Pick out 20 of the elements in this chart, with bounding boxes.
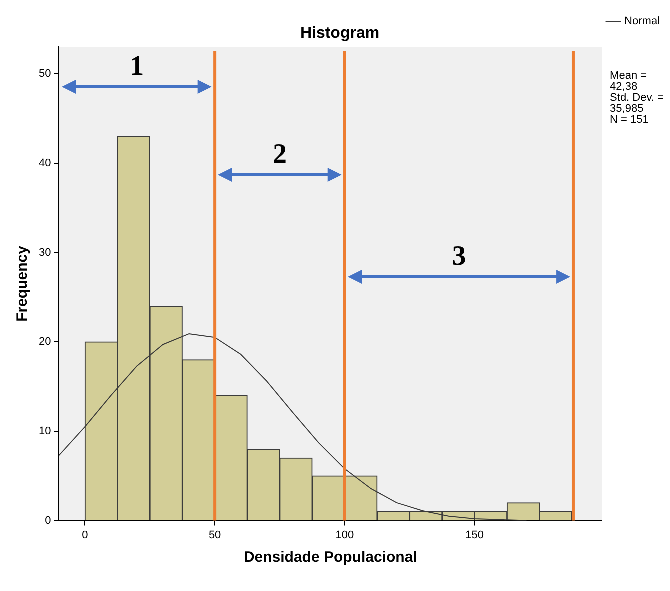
y-tick-label: 30 [38, 246, 52, 259]
legend-label: Normal [624, 16, 660, 28]
y-tick-label: 0 [45, 514, 52, 527]
annotation: 1 [130, 51, 144, 82]
y-tick-label: 40 [38, 157, 52, 170]
x-tick-label: 100 [336, 529, 354, 542]
annotation: 2 [272, 139, 287, 170]
text: N = 151 [610, 114, 650, 126]
y-tick-label: 50 [38, 68, 52, 80]
y-tick-label: 20 [38, 336, 52, 348]
x-tick-label: 50 [208, 529, 222, 542]
x-tick-label: 150 [466, 529, 484, 542]
text: Std. Dev. = 35,985 [610, 92, 665, 116]
x-tick-label: 0 [82, 529, 88, 542]
y-tick-label: 10 [38, 425, 52, 438]
text: Mean = 42,38 [610, 70, 648, 94]
x-axis-title: Densidade Populacional [244, 549, 418, 566]
annotation: 3 [452, 240, 466, 272]
y-axis-title: Frequency [14, 245, 32, 322]
chart-title: Histogram [300, 25, 380, 42]
